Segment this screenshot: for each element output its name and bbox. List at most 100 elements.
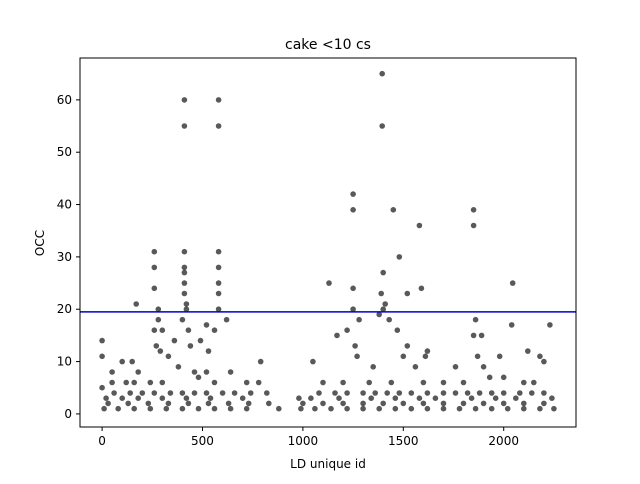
y-tick-label: 30 — [57, 250, 72, 264]
data-point — [151, 264, 158, 271]
data-point — [412, 364, 419, 370]
data-point — [155, 306, 162, 313]
data-point — [147, 379, 154, 386]
data-point — [183, 306, 190, 313]
data-point — [125, 400, 131, 407]
data-point — [211, 405, 218, 412]
data-point — [181, 264, 188, 271]
data-point — [340, 379, 346, 386]
data-point — [472, 316, 479, 323]
data-point — [191, 390, 198, 396]
data-point — [474, 353, 481, 360]
data-point — [119, 395, 125, 402]
data-point — [257, 358, 264, 365]
data-point — [344, 405, 350, 412]
data-point — [456, 405, 463, 412]
data-point — [517, 390, 523, 396]
data-point — [179, 405, 186, 412]
data-point — [368, 395, 375, 402]
y-tick-label: 10 — [57, 355, 72, 369]
chart-title: cake <10 cs — [285, 37, 371, 53]
data-point — [408, 390, 415, 396]
data-point — [440, 379, 447, 386]
data-point — [215, 97, 222, 103]
data-point — [418, 285, 425, 292]
data-point — [488, 405, 495, 412]
data-point — [344, 390, 350, 396]
data-point — [392, 395, 399, 402]
data-point — [266, 400, 272, 407]
data-point — [187, 343, 194, 349]
data-point — [276, 405, 282, 412]
data-point — [350, 207, 356, 213]
data-point — [215, 280, 222, 286]
data-point — [476, 390, 483, 396]
data-point — [181, 269, 188, 276]
data-point — [105, 400, 111, 407]
data-point — [215, 264, 222, 271]
x-axis-ticks: 0 500 1000 1500 2000 — [98, 427, 519, 448]
data-point — [197, 337, 204, 344]
data-point — [163, 405, 170, 412]
data-point — [529, 390, 535, 396]
data-point — [486, 374, 493, 381]
data-point — [181, 290, 188, 297]
data-point — [350, 285, 356, 292]
data-point — [103, 395, 109, 402]
data-point — [129, 358, 135, 365]
data-point — [111, 390, 117, 396]
data-point — [480, 400, 487, 407]
data-point — [356, 316, 362, 323]
data-point — [298, 405, 304, 412]
data-point — [388, 379, 395, 386]
data-point — [183, 301, 190, 307]
data-point — [326, 280, 332, 286]
data-point — [167, 390, 174, 396]
data-point — [392, 405, 399, 412]
data-point — [181, 280, 188, 286]
data-point — [312, 405, 318, 412]
data-point — [227, 405, 234, 412]
data-point — [420, 400, 427, 407]
data-point — [500, 400, 507, 407]
data-point — [239, 395, 246, 402]
data-point — [396, 390, 403, 396]
data-point — [396, 254, 403, 260]
data-point — [380, 400, 387, 407]
data-point — [513, 395, 519, 402]
data-point — [159, 327, 166, 334]
data-point — [350, 306, 356, 313]
y-tick-label: 20 — [57, 302, 72, 316]
data-point — [181, 123, 188, 129]
data-point — [147, 405, 154, 412]
data-point — [127, 390, 133, 396]
data-point — [115, 405, 121, 412]
data-point — [211, 327, 218, 334]
data-point — [488, 390, 495, 396]
data-point — [203, 390, 210, 396]
data-point — [422, 353, 429, 360]
data-point — [131, 405, 137, 412]
data-point — [165, 353, 172, 360]
data-point — [386, 316, 393, 323]
data-point — [223, 316, 230, 323]
data-point — [215, 290, 222, 297]
data-point — [203, 322, 210, 328]
data-point — [308, 395, 314, 402]
data-point — [366, 379, 373, 386]
data-point — [432, 395, 439, 402]
y-tick-label: 60 — [57, 93, 72, 107]
data-point — [547, 322, 553, 328]
data-point — [205, 400, 212, 407]
data-point — [109, 379, 115, 386]
data-point — [416, 222, 423, 229]
data-point — [394, 327, 401, 334]
data-point — [525, 348, 531, 354]
data-point — [440, 400, 447, 407]
y-axis-ticks: 0 10 20 30 40 50 60 — [57, 93, 80, 421]
data-point — [460, 379, 467, 386]
data-point — [151, 285, 158, 292]
